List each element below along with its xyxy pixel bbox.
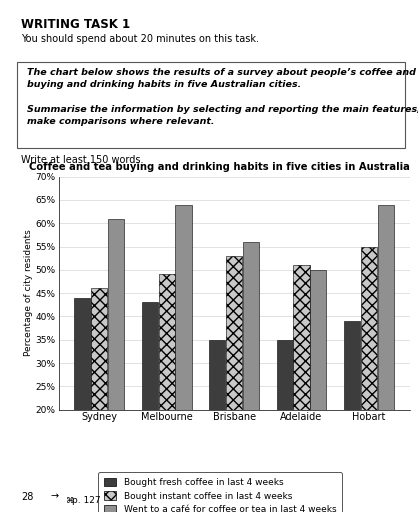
Bar	[276, 340, 293, 503]
Text: 28: 28	[21, 492, 33, 502]
Text: →: →	[50, 492, 58, 502]
Bar	[159, 274, 175, 503]
Bar	[377, 205, 394, 503]
Bar	[293, 265, 309, 503]
Text: WRITING TASK 1: WRITING TASK 1	[21, 18, 130, 31]
Text: Coffee and tea buying and drinking habits in five cities in Australia: Coffee and tea buying and drinking habit…	[29, 162, 410, 172]
Bar	[108, 219, 124, 503]
Bar	[344, 321, 360, 503]
Bar	[91, 288, 107, 503]
Bar	[361, 246, 377, 503]
Text: p. 127: p. 127	[72, 496, 101, 505]
Text: Write at least 150 words.: Write at least 150 words.	[21, 155, 143, 165]
Bar	[310, 270, 326, 503]
Text: You should spend about 20 minutes on this task.: You should spend about 20 minutes on thi…	[21, 34, 259, 45]
Text: Summarise the information by selecting and reporting the main features, and
make: Summarise the information by selecting a…	[27, 105, 418, 126]
Legend: Bought fresh coffee in last 4 weeks, Bought instant coffee in last 4 weeks, Went: Bought fresh coffee in last 4 weeks, Bou…	[98, 473, 342, 512]
Bar	[226, 256, 242, 503]
Y-axis label: Percentage of city residents: Percentage of city residents	[24, 230, 33, 356]
Text: ⌘: ⌘	[66, 496, 74, 505]
Bar	[74, 298, 91, 503]
Bar	[209, 340, 225, 503]
Bar	[142, 303, 158, 503]
Text: The chart below shows the results of a survey about people’s coffee and tea
buyi: The chart below shows the results of a s…	[27, 68, 418, 89]
Bar	[176, 205, 192, 503]
Bar	[243, 242, 259, 503]
